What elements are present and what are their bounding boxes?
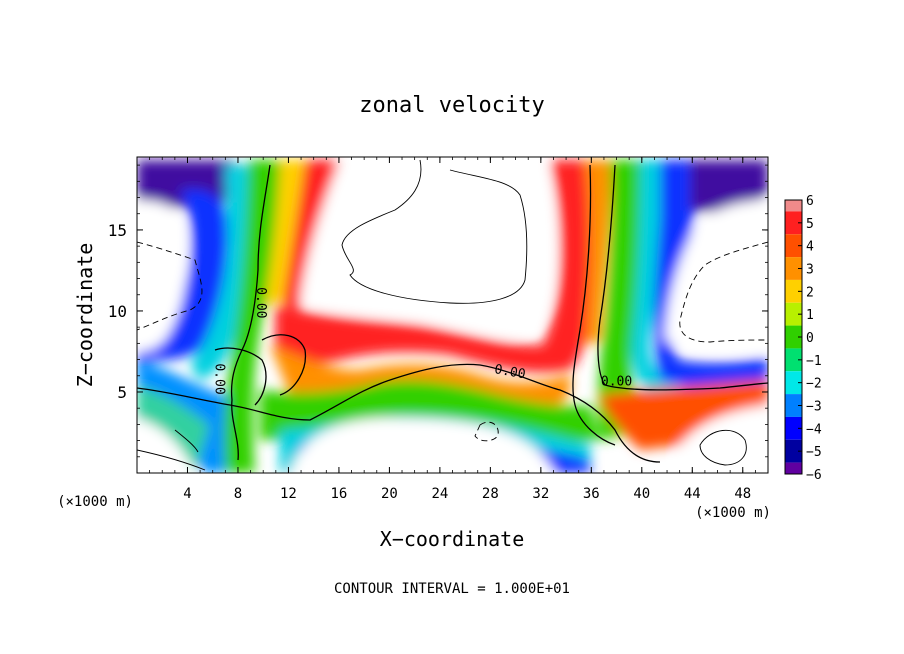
field-region-right-blue-column xyxy=(654,160,768,389)
x-tick-label: 36 xyxy=(583,486,600,502)
field-region-left-cyan-column xyxy=(190,165,248,380)
x-tick-label: 48 xyxy=(734,486,751,502)
contour-interval-footer: CONTOUR INTERVAL = 1.000E+01 xyxy=(334,581,570,597)
x-unit-label-right: (×1000 m) xyxy=(695,505,771,521)
colorbar-tick-label: 6 xyxy=(806,194,814,209)
x-tick-label: 12 xyxy=(280,486,297,502)
colorbar-swatch xyxy=(785,211,802,235)
colorbar-tick-label: −6 xyxy=(806,468,822,483)
contour-zero-right-column xyxy=(597,164,768,391)
field-region-central-red-band xyxy=(275,300,587,373)
field-region-right-orange-column xyxy=(585,160,612,345)
colorbar-swatch xyxy=(785,234,802,258)
colorbar-swatch xyxy=(785,348,802,372)
field-region-lower-white-cavity xyxy=(290,418,555,473)
colorbar: 6 5 4 3 2 1 0 −1 −2 −3 −4 −5 −6 xyxy=(784,194,822,483)
x-tick-label: 44 xyxy=(684,486,701,502)
colorbar-swatch xyxy=(785,416,802,440)
x-axis-label: X−coordinate xyxy=(380,527,525,551)
y-tick-label: 5 xyxy=(117,383,127,402)
contour-zero-left xyxy=(230,164,271,461)
colorbar-tick-label: 5 xyxy=(806,217,814,232)
colorbar-tick-label: 3 xyxy=(806,263,814,278)
contour-label: 0.00 xyxy=(493,362,526,382)
colorbar-swatch xyxy=(785,302,802,326)
colorbar-swatch xyxy=(785,325,802,349)
colorbar-tick-label: −1 xyxy=(806,354,822,369)
colorbar-swatch xyxy=(785,371,802,395)
x-tick-label: 8 xyxy=(234,486,242,502)
y-axis-label: Z−coordinate xyxy=(73,243,97,388)
colorbar-tick-label: −4 xyxy=(806,422,822,437)
x-unit-label-left: (×1000 m) xyxy=(57,494,133,510)
contour-zero-central xyxy=(137,363,661,463)
colorbar-swatch xyxy=(785,200,802,212)
contour-label: 0.00 xyxy=(253,287,268,318)
contour-zero-left-loop xyxy=(214,347,267,406)
colorbar-tick-label: 1 xyxy=(806,308,814,323)
y-tick-label: 15 xyxy=(108,221,127,240)
contour-zero-right-lower xyxy=(572,164,616,446)
colorbar-swatch xyxy=(785,462,802,474)
contour-lines xyxy=(137,159,768,471)
colorbar-swatch xyxy=(785,394,802,417)
contour-upper-middle-cavity xyxy=(341,159,528,304)
colorbar-swatch xyxy=(785,439,802,463)
contour-negative-upper-left xyxy=(137,241,203,331)
colorbar-swatch xyxy=(785,279,802,303)
field-region-left-yellow-column xyxy=(265,160,305,305)
x-tick-label: 24 xyxy=(431,486,448,502)
field-region-left-green-column xyxy=(223,160,290,473)
field-region-upper-right-white-cavity xyxy=(665,200,768,350)
colorbar-tick-label: 2 xyxy=(806,285,814,300)
x-tick-label: 32 xyxy=(532,486,549,502)
field-region-lower-left-cyan xyxy=(137,385,210,473)
field-region-upper-middle-white-cavity xyxy=(300,160,556,337)
y-axis: 5 10 15 xyxy=(108,164,768,458)
colorbar-tick-label: 4 xyxy=(806,240,814,255)
chart-title: zonal velocity xyxy=(359,93,544,118)
colorbar-tick-label: −2 xyxy=(806,377,822,392)
contour-label: 0.00 xyxy=(601,374,632,389)
colorbar-tick-label: −5 xyxy=(806,445,822,460)
colorbar-tick-label: 0 xyxy=(806,331,814,346)
x-tick-label: 20 xyxy=(381,486,398,502)
contour-lower-left-cavity xyxy=(137,429,206,471)
x-tick-label: 28 xyxy=(482,486,499,502)
contour-labels: 0.00 0.00 0.00 0.00 xyxy=(211,287,632,394)
contour-zero-inner-loop xyxy=(261,334,307,396)
field-region-lower-left-white-cavity xyxy=(137,418,195,473)
field-region-upper-left-blue xyxy=(137,189,229,362)
field-region-upper-left-white-cavity xyxy=(137,200,187,352)
heatmap-field xyxy=(137,157,768,473)
field-region-upper-right-purple xyxy=(690,160,768,212)
x-tick-label: 4 xyxy=(183,486,191,502)
y-tick-label: 10 xyxy=(108,302,127,321)
field-region-lower-right-white-cavity xyxy=(680,405,768,473)
field-region-right-red-patch xyxy=(600,380,768,450)
contour-label: 0.00 xyxy=(211,363,226,394)
colorbar-swatch xyxy=(785,257,802,280)
x-axis: 4 8 12 16 20 24 28 32 36 40 44 48 xyxy=(149,157,756,502)
contour-lines-negative xyxy=(137,241,768,442)
colorbar-tick-label: −3 xyxy=(806,400,822,415)
x-tick-label: 40 xyxy=(633,486,650,502)
x-tick-label: 16 xyxy=(330,486,347,502)
contour-lower-right-cavity xyxy=(699,430,747,466)
